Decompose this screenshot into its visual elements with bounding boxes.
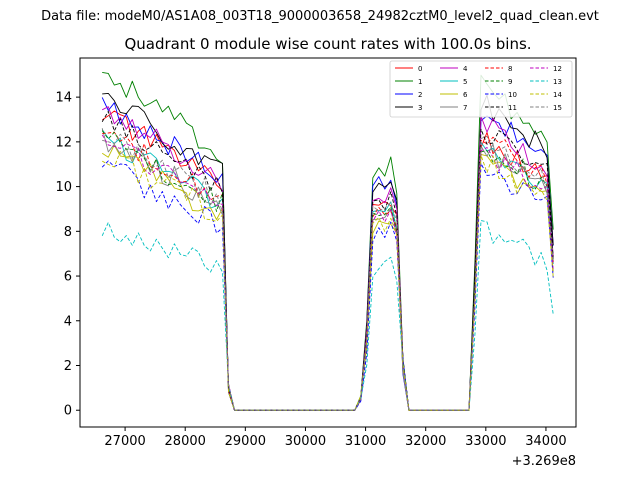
y-tick-label: 10 xyxy=(55,180,72,195)
figure-suptitle: Data file: modeM0/AS1A08_003T18_90000036… xyxy=(41,9,599,24)
legend-label-12: 12 xyxy=(553,65,562,73)
legend-label-15: 15 xyxy=(553,104,562,112)
legend-label-9: 9 xyxy=(508,78,512,86)
legend-label-0: 0 xyxy=(418,65,422,73)
x-tick-label: 30000 xyxy=(285,434,326,449)
y-tick-label: 12 xyxy=(55,135,72,150)
plot-area-frame xyxy=(79,57,577,428)
y-tick-label: 4 xyxy=(64,314,72,329)
x-tick-label: 27000 xyxy=(104,434,145,449)
legend-label-10: 10 xyxy=(508,91,517,99)
x-tick-label: 32000 xyxy=(405,434,446,449)
legend-label-13: 13 xyxy=(553,78,562,86)
legend-label-6: 6 xyxy=(463,91,468,99)
legend-label-5: 5 xyxy=(463,78,467,86)
legend-label-3: 3 xyxy=(418,104,422,112)
y-tick-label: 6 xyxy=(64,270,72,285)
x-tick-label: 28000 xyxy=(165,434,206,449)
series-line-15 xyxy=(102,133,554,411)
x-tick-label: 34000 xyxy=(525,434,566,449)
legend-label-1: 1 xyxy=(418,78,422,86)
legend-label-14: 14 xyxy=(553,91,562,99)
x-offset-label: +3.269e8 xyxy=(512,454,576,469)
y-tick-label: 2 xyxy=(64,359,72,374)
x-tick-label: 29000 xyxy=(225,434,266,449)
y-tick-label: 8 xyxy=(64,225,72,240)
series-layer xyxy=(101,71,554,411)
legend-label-11: 11 xyxy=(508,104,517,112)
x-tick-label: 31000 xyxy=(345,434,386,449)
legend-label-2: 2 xyxy=(418,91,422,99)
legend-label-7: 7 xyxy=(463,104,467,112)
y-tick-label: 0 xyxy=(64,404,72,419)
legend-label-4: 4 xyxy=(463,65,468,73)
x-tick-label: 33000 xyxy=(465,434,506,449)
legend-label-8: 8 xyxy=(508,65,512,73)
chart-title: Quadrant 0 module wise count rates with … xyxy=(124,35,531,53)
y-tick-label: 14 xyxy=(55,91,72,106)
legend-frame xyxy=(389,60,573,118)
tick-layer: 27000 28000 29000 30000 31000 32000 33000 34000… xyxy=(55,91,566,449)
